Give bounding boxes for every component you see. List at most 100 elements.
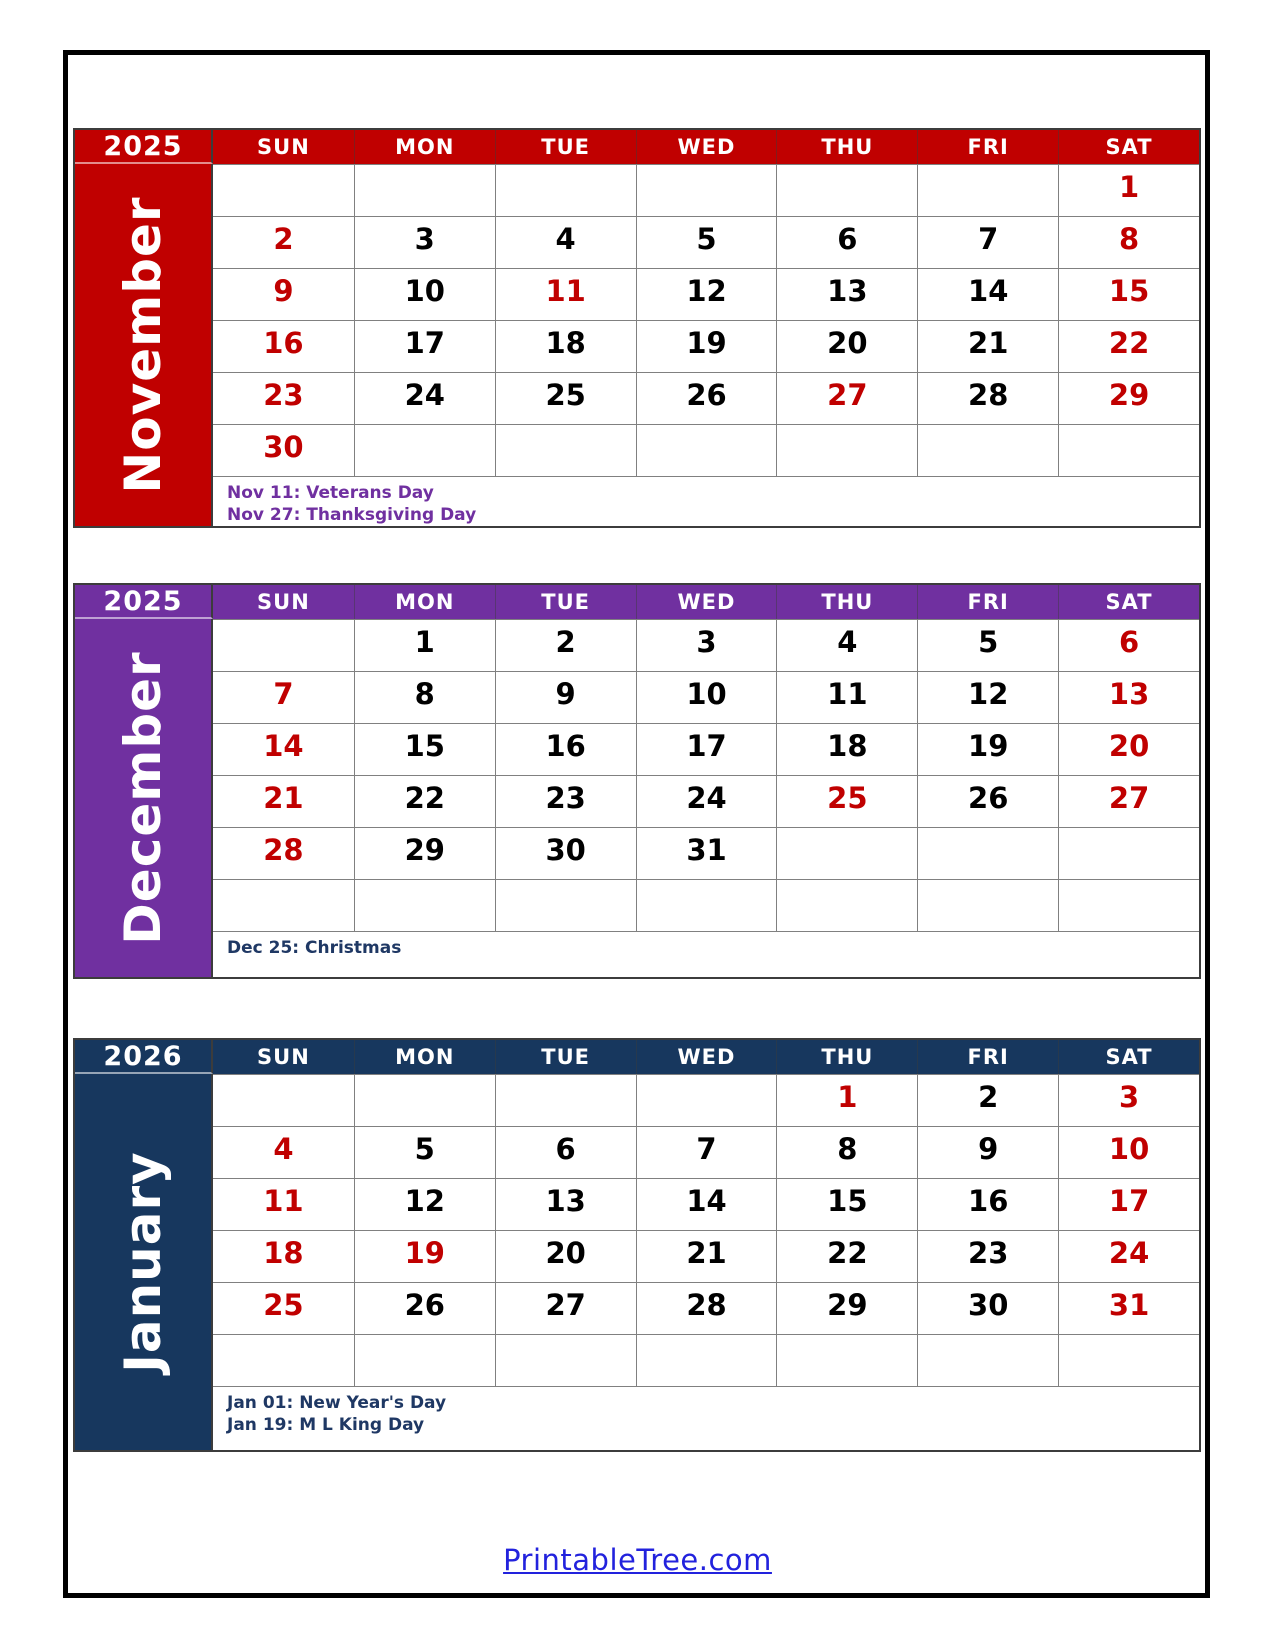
- month-november-2025: 2025 SUN MON TUE WED THU FRI SAT November 1 2 3 4 5 6 7…: [73, 128, 1201, 528]
- day-cell: 30: [213, 424, 354, 476]
- day-header-mon: MON: [353, 1040, 495, 1074]
- day-cell: [1058, 424, 1199, 476]
- month-name-december-2025: December: [114, 651, 172, 945]
- day-header-sat: SAT: [1058, 585, 1199, 619]
- day-cell: [917, 164, 1059, 216]
- day-header-sat: SAT: [1058, 130, 1199, 164]
- day-header-wed: WED: [635, 1040, 777, 1074]
- day-cell: 16: [494, 723, 636, 775]
- day-cell: 8: [776, 1126, 918, 1178]
- day-cell: 19: [635, 320, 777, 372]
- day-cell: 7: [213, 671, 354, 723]
- day-cell: [213, 1074, 354, 1126]
- day-cell: 8: [353, 671, 495, 723]
- month-sidebar-november-2025: November: [75, 164, 213, 526]
- day-cell: 29: [776, 1282, 918, 1334]
- day-cell: 15: [353, 723, 495, 775]
- year-label-january-2026: 2026: [75, 1040, 213, 1074]
- day-cell: 1: [1058, 164, 1199, 216]
- holiday-note: Jan 01: New Year's Day: [227, 1393, 447, 1413]
- day-cell: 5: [917, 619, 1059, 671]
- day-cell: 26: [917, 775, 1059, 827]
- day-cell: [635, 164, 777, 216]
- day-cell: 15: [1058, 268, 1199, 320]
- day-cell: [776, 1334, 918, 1386]
- day-header-wed: WED: [635, 585, 777, 619]
- day-cell: 6: [1058, 619, 1199, 671]
- day-header-tue: TUE: [494, 1040, 636, 1074]
- day-cell: [213, 879, 354, 931]
- day-header-sun: SUN: [213, 130, 354, 164]
- day-cell: 6: [776, 216, 918, 268]
- day-cell: [353, 164, 495, 216]
- day-cell: [1058, 879, 1199, 931]
- day-cell: 24: [1058, 1230, 1199, 1282]
- year-label-december-2025: 2025: [75, 585, 213, 619]
- month-sidebar-january-2026: January: [75, 1074, 213, 1450]
- holiday-note: Jan 19: M L King Day: [227, 1415, 425, 1436]
- day-cell: [353, 1334, 495, 1386]
- day-cell: 12: [353, 1178, 495, 1230]
- day-cell: [1058, 1334, 1199, 1386]
- day-cell: 25: [213, 1282, 354, 1334]
- day-cell: [917, 1334, 1059, 1386]
- day-cell: 20: [776, 320, 918, 372]
- day-cell: 23: [917, 1230, 1059, 1282]
- day-cell: 24: [353, 372, 495, 424]
- holiday-notes-december-2025: Dec 25: Christmas: [213, 931, 1199, 977]
- day-cell: 21: [213, 775, 354, 827]
- day-cell: 20: [1058, 723, 1199, 775]
- holiday-note: Nov 11: Veterans Day: [227, 483, 434, 503]
- day-cell: 10: [635, 671, 777, 723]
- day-cell: [776, 424, 918, 476]
- day-cell: 26: [353, 1282, 495, 1334]
- day-cell: 23: [213, 372, 354, 424]
- day-cell: 2: [917, 1074, 1059, 1126]
- day-cell: 7: [635, 1126, 777, 1178]
- day-cell: 4: [494, 216, 636, 268]
- day-cell: 25: [776, 775, 918, 827]
- holiday-note: Nov 27: Thanksgiving Day: [227, 505, 477, 526]
- day-cell: 4: [776, 619, 918, 671]
- day-cell: 28: [917, 372, 1059, 424]
- day-cell: 30: [494, 827, 636, 879]
- day-cell: 30: [917, 1282, 1059, 1334]
- day-cell: [776, 827, 918, 879]
- day-cell: 19: [353, 1230, 495, 1282]
- day-cell: 2: [494, 619, 636, 671]
- day-cell: 7: [917, 216, 1059, 268]
- day-header-sun: SUN: [213, 585, 354, 619]
- day-cell: [213, 1334, 354, 1386]
- day-cell: 5: [635, 216, 777, 268]
- day-header-thu: THU: [776, 130, 918, 164]
- month-sidebar-december-2025: December: [75, 619, 213, 977]
- day-header-wed: WED: [635, 130, 777, 164]
- day-cell: 1: [353, 619, 495, 671]
- day-cell: 9: [494, 671, 636, 723]
- day-cell: 29: [1058, 372, 1199, 424]
- day-cell: [494, 1334, 636, 1386]
- day-cell: [776, 879, 918, 931]
- day-cell: [917, 424, 1059, 476]
- day-cell: [635, 879, 777, 931]
- day-cell: 19: [917, 723, 1059, 775]
- month-january-2026: 2026 SUN MON TUE WED THU FRI SAT January 1 2 3 4 5 6 7 8…: [73, 1038, 1201, 1452]
- day-cell: 13: [1058, 671, 1199, 723]
- day-cell: [213, 619, 354, 671]
- day-cell: 10: [1058, 1126, 1199, 1178]
- day-header-fri: FRI: [917, 130, 1059, 164]
- day-cell: 27: [776, 372, 918, 424]
- day-cell: 1: [776, 1074, 918, 1126]
- day-cell: 23: [494, 775, 636, 827]
- day-header-fri: FRI: [917, 585, 1059, 619]
- holiday-notes-november-2025: Nov 11: Veterans Day Nov 27: Thanksgiving…: [213, 476, 1199, 526]
- day-header-sat: SAT: [1058, 1040, 1199, 1074]
- month-name-november-2025: November: [114, 196, 172, 494]
- day-cell: 22: [776, 1230, 918, 1282]
- day-cell: 9: [213, 268, 354, 320]
- day-cell: 10: [353, 268, 495, 320]
- day-cell: [776, 164, 918, 216]
- day-cell: 14: [635, 1178, 777, 1230]
- footer-link[interactable]: PrintableTree.com: [503, 1543, 772, 1577]
- day-cell: [494, 879, 636, 931]
